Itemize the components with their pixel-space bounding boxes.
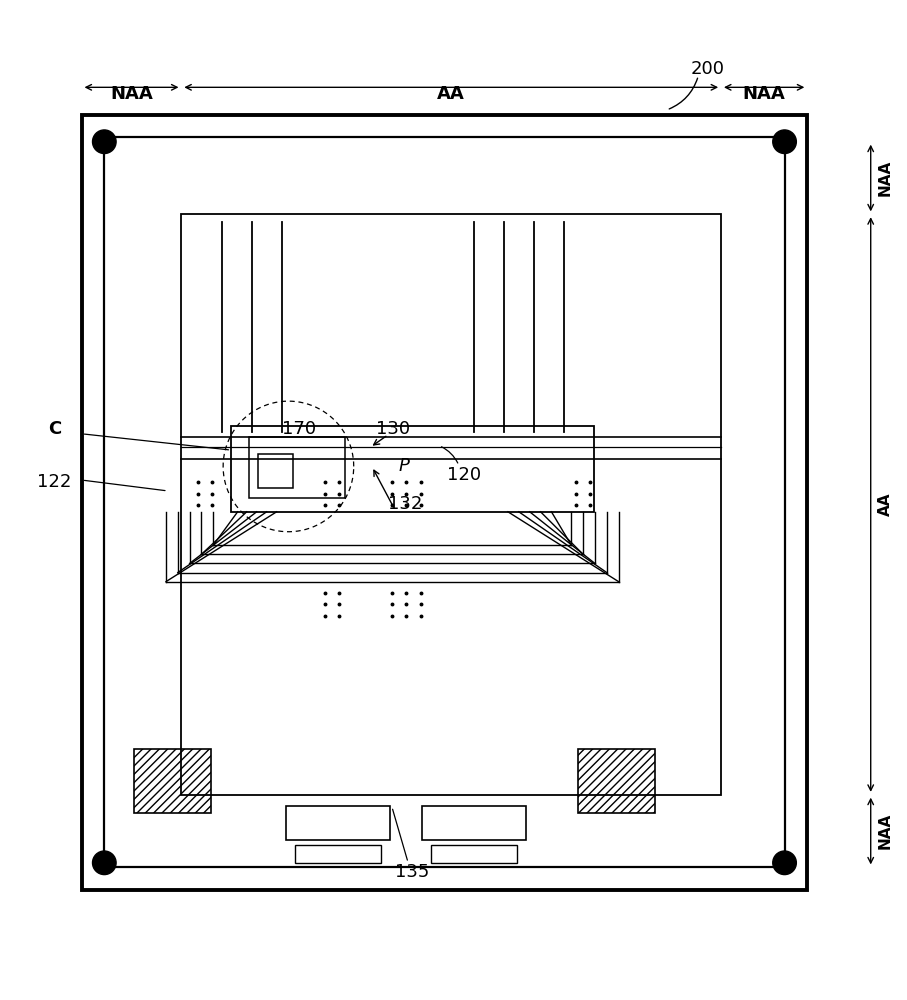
Text: NAA: NAA xyxy=(878,813,893,849)
Text: 132: 132 xyxy=(388,495,423,513)
Bar xyxy=(295,845,381,863)
Bar xyxy=(181,214,721,795)
Bar xyxy=(104,137,785,867)
Bar xyxy=(134,749,211,813)
Bar xyxy=(82,115,807,890)
Text: NAA: NAA xyxy=(878,160,893,196)
Text: 170: 170 xyxy=(282,420,317,438)
Text: 122: 122 xyxy=(37,473,72,491)
Text: 200: 200 xyxy=(690,60,725,78)
Text: AA: AA xyxy=(437,85,464,103)
Circle shape xyxy=(93,851,116,875)
Text: AA: AA xyxy=(878,493,893,516)
Text: 130: 130 xyxy=(375,420,410,438)
Text: P: P xyxy=(398,457,409,475)
Bar xyxy=(258,454,293,488)
Bar xyxy=(431,845,517,863)
Bar xyxy=(249,437,345,498)
Text: C: C xyxy=(48,420,61,438)
Text: NAA: NAA xyxy=(742,85,785,103)
Circle shape xyxy=(773,130,796,154)
Bar xyxy=(231,426,594,512)
Text: 120: 120 xyxy=(447,466,482,484)
Text: NAA: NAA xyxy=(110,85,153,103)
Text: 135: 135 xyxy=(395,863,430,881)
Circle shape xyxy=(93,130,116,154)
Bar xyxy=(422,806,526,840)
Circle shape xyxy=(773,851,796,875)
Bar xyxy=(286,806,390,840)
Bar xyxy=(578,749,655,813)
